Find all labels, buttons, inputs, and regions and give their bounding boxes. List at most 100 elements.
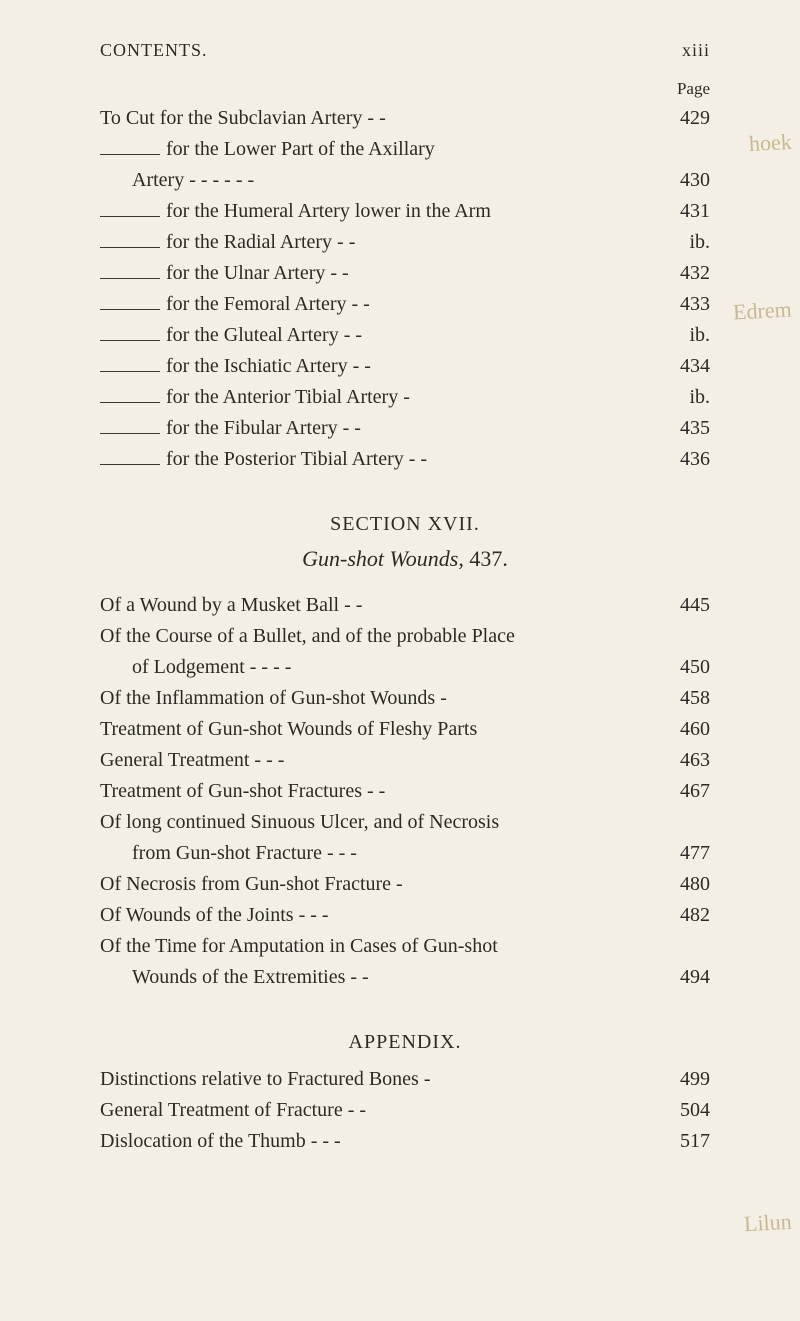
page-label: Page: [100, 79, 710, 99]
leader-rule: [100, 453, 160, 465]
toc-line: for the Anterior Tibial Artery -ib.: [100, 382, 710, 413]
toc-page-number: 460: [650, 714, 710, 745]
toc-block-1: To Cut for the Subclavian Artery - -429f…: [100, 103, 710, 475]
running-head-left: CONTENTS.: [100, 40, 208, 61]
toc-text: for the Fibular Artery - -: [100, 413, 650, 444]
toc-line: Of the Course of a Bullet, and of the pr…: [100, 621, 710, 652]
toc-text: To Cut for the Subclavian Artery - -: [100, 103, 650, 134]
toc-page-number: 431: [650, 196, 710, 227]
toc-page-number: 477: [650, 838, 710, 869]
toc-text: Treatment of Gun-shot Fractures - -: [100, 776, 650, 807]
toc-line: for the Gluteal Artery - -ib.: [100, 320, 710, 351]
toc-line: for the Ulnar Artery - -432: [100, 258, 710, 289]
toc-page-number: 432: [650, 258, 710, 289]
toc-page-number: 517: [650, 1126, 710, 1157]
toc-text: Artery - - - - - -: [132, 165, 650, 196]
toc-text: Distinctions relative to Fractured Bones…: [100, 1064, 650, 1095]
toc-line: To Cut for the Subclavian Artery - -429: [100, 103, 710, 134]
leader-rule: [100, 422, 160, 434]
toc-line: Treatment of Gun-shot Fractures - -467: [100, 776, 710, 807]
toc-text: for the Anterior Tibial Artery -: [100, 382, 650, 413]
toc-page-number: 482: [650, 900, 710, 931]
marginalia-note: Lilun: [744, 1209, 793, 1237]
toc-page-number: 433: [650, 289, 710, 320]
toc-page-number: 467: [650, 776, 710, 807]
toc-text: for the Gluteal Artery - -: [100, 320, 650, 351]
leader-rule: [100, 298, 160, 310]
toc-text: for the Ulnar Artery - -: [100, 258, 650, 289]
toc-text: Of long continued Sinuous Ulcer, and of …: [100, 807, 650, 838]
toc-line: for the Lower Part of the Axillary: [100, 134, 710, 165]
toc-page-number: 499: [650, 1064, 710, 1095]
toc-page-number: 434: [650, 351, 710, 382]
toc-text: for the Radial Artery - -: [100, 227, 650, 258]
toc-page-number: 480: [650, 869, 710, 900]
leader-rule: [100, 236, 160, 248]
toc-line: for the Fibular Artery - -435: [100, 413, 710, 444]
toc-line: Artery - - - - - -430: [100, 165, 710, 196]
toc-page-number: ib.: [650, 227, 710, 258]
toc-line: General Treatment of Fracture - -504: [100, 1095, 710, 1126]
toc-line: for the Humeral Artery lower in the Arm4…: [100, 196, 710, 227]
toc-text: Of the Time for Amputation in Cases of G…: [100, 931, 650, 962]
leader-rule: [100, 391, 160, 403]
toc-text: Of the Inflammation of Gun-shot Wounds -: [100, 683, 650, 714]
toc-text: of Lodgement - - - -: [132, 652, 650, 683]
toc-line: Of long continued Sinuous Ulcer, and of …: [100, 807, 710, 838]
toc-text: for the Posterior Tibial Artery - -: [100, 444, 650, 475]
toc-text: for the Humeral Artery lower in the Arm: [100, 196, 650, 227]
toc-page-number: 504: [650, 1095, 710, 1126]
toc-line: of Lodgement - - - -450: [100, 652, 710, 683]
toc-page-number: 494: [650, 962, 710, 993]
toc-text: from Gun-shot Fracture - - -: [132, 838, 650, 869]
toc-line: Distinctions relative to Fractured Bones…: [100, 1064, 710, 1095]
toc-text: for the Ischiatic Artery - -: [100, 351, 650, 382]
toc-text: Treatment of Gun-shot Wounds of Fleshy P…: [100, 714, 650, 745]
toc-block-3: Distinctions relative to Fractured Bones…: [100, 1064, 710, 1157]
toc-text: General Treatment - - -: [100, 745, 650, 776]
toc-page-number: 429: [650, 103, 710, 134]
section-head: SECTION XVII.: [100, 513, 710, 536]
section-sub-italic: Gun-shot Wounds,: [302, 546, 464, 571]
toc-line: from Gun-shot Fracture - - -477: [100, 838, 710, 869]
toc-page-number: 435: [650, 413, 710, 444]
toc-line: for the Ischiatic Artery - -434: [100, 351, 710, 382]
section-sub-num: 437.: [464, 546, 508, 571]
toc-line: Of a Wound by a Musket Ball - -445: [100, 590, 710, 621]
toc-line: Of Wounds of the Joints - - -482: [100, 900, 710, 931]
toc-page-number: 445: [650, 590, 710, 621]
toc-page-number: ib.: [650, 382, 710, 413]
toc-line: Of the Time for Amputation in Cases of G…: [100, 931, 710, 962]
toc-text: for the Femoral Artery - -: [100, 289, 650, 320]
toc-page-number: ib.: [650, 320, 710, 351]
toc-text: Of Necrosis from Gun-shot Fracture -: [100, 869, 650, 900]
toc-page-number: 450: [650, 652, 710, 683]
toc-line: Of Necrosis from Gun-shot Fracture -480: [100, 869, 710, 900]
toc-page-number: 463: [650, 745, 710, 776]
running-head-right: xiii: [682, 40, 710, 61]
leader-rule: [100, 360, 160, 372]
toc-line: Treatment of Gun-shot Wounds of Fleshy P…: [100, 714, 710, 745]
section-subhead: Gun-shot Wounds, 437.: [100, 546, 710, 572]
toc-text: Of Wounds of the Joints - - -: [100, 900, 650, 931]
toc-text: for the Lower Part of the Axillary: [100, 134, 650, 165]
leader-rule: [100, 205, 160, 217]
toc-line: for the Posterior Tibial Artery - -436: [100, 444, 710, 475]
toc-text: Dislocation of the Thumb - - -: [100, 1126, 650, 1157]
toc-text: Of the Course of a Bullet, and of the pr…: [100, 621, 650, 652]
toc-line: for the Femoral Artery - -433: [100, 289, 710, 320]
toc-line: Dislocation of the Thumb - - -517: [100, 1126, 710, 1157]
toc-line: Wounds of the Extremities - -494: [100, 962, 710, 993]
leader-rule: [100, 143, 160, 155]
toc-page-number: 430: [650, 165, 710, 196]
toc-line: for the Radial Artery - -ib.: [100, 227, 710, 258]
toc-text: Wounds of the Extremities - -: [132, 962, 650, 993]
toc-page-number: 436: [650, 444, 710, 475]
toc-page-number: 458: [650, 683, 710, 714]
toc-text: General Treatment of Fracture - -: [100, 1095, 650, 1126]
leader-rule: [100, 267, 160, 279]
toc-line: Of the Inflammation of Gun-shot Wounds -…: [100, 683, 710, 714]
toc-text: Of a Wound by a Musket Ball - -: [100, 590, 650, 621]
toc-line: General Treatment - - -463: [100, 745, 710, 776]
appendix-head: APPENDIX.: [100, 1031, 710, 1054]
